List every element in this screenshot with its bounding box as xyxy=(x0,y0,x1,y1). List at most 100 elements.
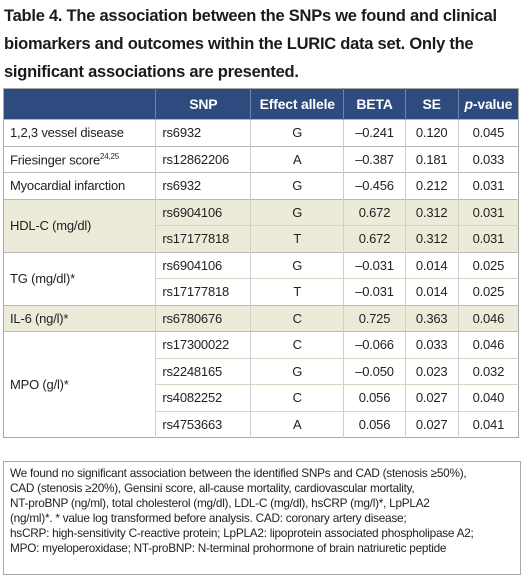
table-row: TG (mg/dl)* rs6904106 G –0.031 0.014 0.025 xyxy=(3,251,519,305)
trait-group: TG (mg/dl)* rs6904106 G –0.031 0.014 0.025 rs1… xyxy=(3,251,519,305)
beta-cell: –0.066 xyxy=(343,331,406,358)
header-cell: BETA xyxy=(343,88,406,120)
table-row: Friesinger score24,25 rs12862206 A –0.387 0.… xyxy=(3,145,519,173)
se-cell: 0.014 xyxy=(404,278,459,305)
footnote-line: hsCRP: high-sensitivity C-reactive prote… xyxy=(10,526,474,540)
p-cell: 0.025 xyxy=(457,278,519,305)
trait-label: IL-6 (ng/l)* xyxy=(10,310,69,326)
header-cell xyxy=(3,88,156,120)
beta-cell: –0.031 xyxy=(343,251,406,279)
beta-cell: –0.456 xyxy=(343,172,406,199)
trait-cell: IL-6 (ng/l)* xyxy=(3,304,156,332)
snp-cell: rs2248165 xyxy=(155,357,251,385)
header-text: -value xyxy=(472,96,513,112)
se-cell: 0.120 xyxy=(404,119,459,146)
table-row: MPO (g/l)* rs17300022 C –0.066 0.033 0.046 xyxy=(3,331,519,438)
snp-cell: rs6780676 xyxy=(155,304,251,332)
trait-cell: TG (mg/dl)* xyxy=(3,251,156,305)
trait-label: 1,2,3 vessel disease xyxy=(10,125,124,141)
snp-cell: rs17177818 xyxy=(155,278,251,305)
trait-group: MPO (g/l)* rs17300022 C –0.066 0.033 0.046 rs2… xyxy=(3,331,519,438)
table-title: Table 4. The association between the SNP… xyxy=(4,7,497,81)
allele-cell: G xyxy=(250,251,344,279)
table-row: HDL-C (mg/dl) rs6904106 G 0.672 0.312 0.031 xyxy=(3,198,519,252)
footnote-line: CAD (stenosis ≥20%), Gensini score, all-… xyxy=(10,481,415,495)
se-cell: 0.181 xyxy=(404,145,459,173)
results-table: SNP Effect allele BETA SE p-value 1,2,3 vess… xyxy=(3,88,519,438)
header-cell: SE xyxy=(404,88,459,120)
se-cell: 0.014 xyxy=(404,251,459,279)
p-cell: 0.031 xyxy=(457,172,519,199)
p-cell: 0.031 xyxy=(457,198,519,226)
trait-cell: MPO (g/l)* xyxy=(3,331,156,438)
trait-group: HDL-C (mg/dl) rs6904106 G 0.672 0.312 0.031 rs… xyxy=(3,198,519,252)
trait-reference: 24,25 xyxy=(100,151,120,161)
trait-group: IL-6 (ng/l)* rs6780676 C 0.725 0.363 0.046 xyxy=(3,304,519,332)
p-cell: 0.031 xyxy=(457,225,519,252)
snp-cell: rs12862206 xyxy=(155,145,251,173)
allele-cell: T xyxy=(250,278,344,305)
snp-cell: rs17300022 xyxy=(155,331,251,358)
header-row: SNP Effect allele BETA SE p-value xyxy=(3,88,519,120)
trait-cell: Friesinger score24,25 xyxy=(3,145,156,173)
table-row: rs4753663 A 0.056 0.027 0.041 xyxy=(4,410,519,438)
snp-cell: rs6932 xyxy=(155,119,251,146)
p-cell: 0.040 xyxy=(457,384,519,411)
se-cell: 0.027 xyxy=(404,410,459,438)
footnote-line: We found no significant association betw… xyxy=(10,466,467,480)
p-cell: 0.045 xyxy=(457,119,519,146)
header-cell: SNP xyxy=(155,88,251,120)
p-cell: 0.025 xyxy=(457,251,519,279)
allele-cell: G xyxy=(250,172,344,199)
trait-label: Friesinger score xyxy=(10,151,100,167)
table-row: rs17177818 T 0.672 0.312 0.031 xyxy=(4,225,519,252)
p-cell: 0.041 xyxy=(457,410,519,438)
se-cell: 0.312 xyxy=(404,198,459,226)
allele-cell: C xyxy=(250,331,344,358)
trait-cell: HDL-C (mg/dl) xyxy=(3,198,156,252)
beta-cell: 0.725 xyxy=(343,304,406,332)
allele-cell: G xyxy=(250,198,344,226)
snp-cell: rs4082252 xyxy=(155,384,251,411)
snp-cell: rs17177818 xyxy=(155,225,251,252)
allele-cell: G xyxy=(250,119,344,146)
beta-cell: 0.056 xyxy=(343,410,406,438)
table-row: IL-6 (ng/l)* rs6780676 C 0.725 0.363 0.046 xyxy=(3,304,519,332)
header-cell: p-value xyxy=(457,88,519,120)
trait-group: Friesinger score24,25 rs12862206 A –0.387 0.… xyxy=(3,145,519,173)
se-cell: 0.363 xyxy=(404,304,459,332)
trait-label: TG (mg/dl)* xyxy=(10,271,75,286)
footnote-line: NT-proBNP (ng/ml), total cholesterol (mg… xyxy=(10,496,430,510)
allele-cell: A xyxy=(250,410,344,438)
table-row: rs2248165 G –0.050 0.023 0.032 xyxy=(4,357,519,385)
trait-group: Myocardial infarction rs6932 G –0.456 0.212 0… xyxy=(3,172,519,199)
beta-cell: –0.031 xyxy=(343,278,406,305)
p-cell: 0.046 xyxy=(457,331,519,358)
beta-cell: –0.387 xyxy=(343,145,406,173)
allele-cell: C xyxy=(250,304,344,332)
allele-cell: A xyxy=(250,145,344,173)
se-cell: 0.312 xyxy=(404,225,459,252)
se-cell: 0.023 xyxy=(404,357,459,385)
footnote: We found no significant association betw… xyxy=(3,461,521,575)
p-cell: 0.032 xyxy=(457,357,519,385)
se-cell: 0.027 xyxy=(404,384,459,411)
beta-cell: –0.241 xyxy=(343,119,406,146)
p-cell: 0.033 xyxy=(457,145,519,173)
snp-cell: rs6904106 xyxy=(155,198,251,226)
footnote-line: (ng/ml)*. * value log transformed before… xyxy=(10,511,407,525)
trait-cell: 1,2,3 vessel disease xyxy=(3,119,156,146)
p-cell: 0.046 xyxy=(457,304,519,332)
snp-cell: rs6904106 xyxy=(155,251,251,279)
beta-cell: 0.056 xyxy=(343,384,406,411)
se-cell: 0.033 xyxy=(404,331,459,358)
trait-label: HDL-C (mg/dl) xyxy=(10,218,92,233)
trait-label: MPO (g/l)* xyxy=(10,377,69,392)
header-italic: p xyxy=(464,96,474,112)
allele-cell: C xyxy=(250,384,344,411)
trait-group: 1,2,3 vessel disease rs6932 G –0.241 0.120 0.… xyxy=(3,119,519,146)
beta-cell: 0.672 xyxy=(343,198,406,226)
se-cell: 0.212 xyxy=(404,172,459,199)
footnote-line: MPO: myeloperoxidase; NT-proBNP: N-termi… xyxy=(10,541,447,555)
